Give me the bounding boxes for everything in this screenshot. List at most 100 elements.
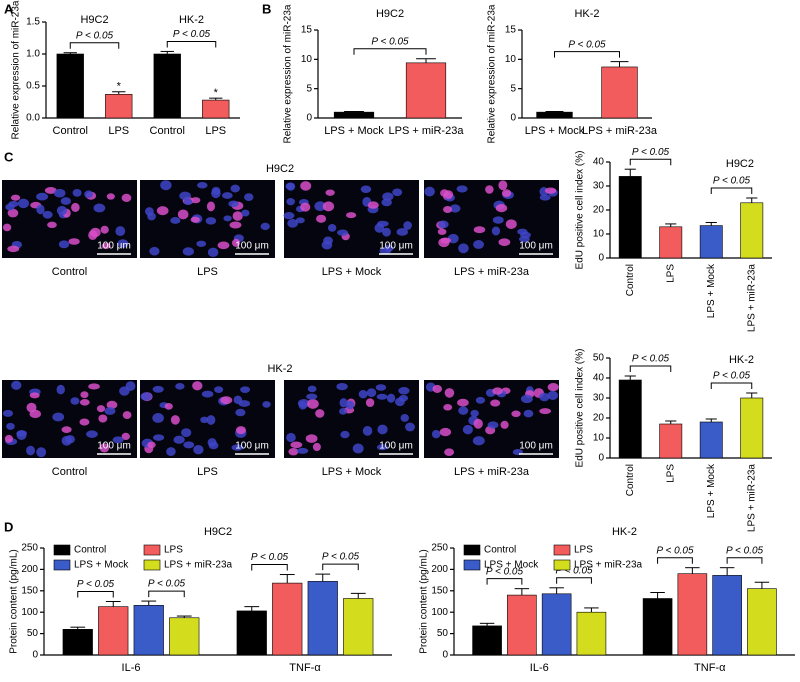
significance-bracket [148, 590, 185, 598]
nucleus [498, 238, 511, 246]
nucleus [473, 418, 483, 429]
nucleus [60, 197, 72, 205]
nucleus [366, 388, 377, 398]
legend-swatch [553, 544, 571, 556]
nucleus [495, 203, 508, 213]
nucleus [438, 220, 449, 229]
nucleus [231, 444, 244, 451]
nucleus [71, 202, 80, 213]
nucleus [80, 391, 89, 399]
chart-title: HK-2 [574, 8, 599, 20]
nucleus [492, 216, 504, 224]
x-tick-label: LPS + miR-23a [389, 125, 465, 137]
nucleus [164, 402, 173, 410]
y-tick-label: 40 [593, 373, 605, 384]
nucleus [36, 204, 45, 215]
x-tick-label: Control [53, 125, 88, 137]
nucleus [405, 422, 415, 432]
bar [601, 66, 638, 119]
nucleus [295, 217, 305, 224]
nucleus [500, 420, 509, 429]
y-tick-label: 0 [510, 113, 516, 124]
image-label: LPS + Mock [322, 266, 382, 278]
nucleus [376, 444, 388, 451]
nucleus [61, 426, 72, 433]
nucleus [290, 441, 303, 449]
nucleus [396, 228, 408, 236]
significance-bracket [486, 578, 523, 585]
nucleus [382, 192, 394, 201]
nucleus [283, 211, 295, 220]
x-tick-label: LPS + miR-23a [582, 125, 658, 137]
nucleus [16, 430, 27, 440]
panel-label: A [4, 1, 14, 16]
nucleus [547, 383, 559, 392]
nucleus [42, 210, 53, 219]
significance-label: P < 0.05 [726, 545, 764, 556]
nucleus [88, 383, 100, 390]
y-axis-title: Protein content (pg/mL) [419, 549, 430, 654]
nucleus [392, 188, 403, 197]
nucleus [36, 447, 47, 458]
significance-bracket [166, 40, 217, 48]
scale-label: 100 μm [235, 441, 269, 452]
image-title: H9C2 [266, 163, 294, 175]
nucleus [439, 427, 452, 437]
nucleus [315, 409, 325, 418]
significance-bracket [69, 42, 120, 49]
bar [472, 625, 502, 656]
significance-label: P < 0.05 [713, 176, 751, 187]
y-tick-label: 30 [593, 393, 605, 404]
nucleus [206, 201, 216, 212]
nucleus [79, 418, 90, 426]
nucleus [79, 398, 90, 406]
nucleus [10, 194, 21, 201]
bar [699, 421, 723, 459]
nucleus [235, 426, 246, 435]
panel-label: B [262, 1, 271, 16]
y-tick-label: 1.0 [26, 49, 40, 60]
nucleus [490, 399, 501, 407]
nucleus [260, 222, 270, 231]
nucleus [286, 198, 295, 206]
bar [405, 62, 447, 119]
nucleus [115, 226, 126, 237]
x-tick-label: Control [625, 464, 636, 496]
nucleus [29, 409, 42, 419]
nucleus [340, 430, 350, 439]
nucleus [2, 223, 12, 232]
nucleus [98, 414, 108, 423]
legend-label: LPS [164, 545, 183, 556]
significance-label: P < 0.05 [251, 552, 289, 563]
nucleus [314, 201, 327, 212]
x-tick-label: TNF-α [289, 662, 321, 674]
y-tick-label: 0 [442, 650, 448, 661]
nucleus [84, 190, 94, 199]
nucleus [58, 240, 70, 249]
nucleus [205, 217, 217, 225]
nucleus [228, 200, 239, 208]
nucleus [170, 217, 181, 224]
legend-swatch [53, 544, 71, 556]
bar [105, 94, 133, 119]
significance-bracket [710, 187, 753, 194]
legend-label: LPS + Mock [484, 560, 539, 571]
y-tick-label: 30 [593, 181, 605, 192]
nucleus [360, 185, 372, 194]
nucleus [307, 385, 317, 393]
nucleus [305, 434, 318, 443]
significance-label: P < 0.05 [568, 39, 606, 50]
significance-bracket [554, 51, 620, 58]
image-label: LPS [197, 466, 218, 478]
significance-label: P < 0.05 [77, 579, 115, 590]
significance-bracket [322, 563, 359, 571]
nucleus [432, 384, 442, 393]
nucleus [444, 388, 455, 398]
nucleus [457, 398, 469, 407]
nucleus [214, 386, 224, 393]
y-tick-label: 10 [593, 229, 605, 240]
y-tick-label: 10 [505, 54, 517, 65]
nucleus [222, 192, 233, 199]
nucleus [544, 187, 557, 194]
nucleus [339, 398, 348, 408]
